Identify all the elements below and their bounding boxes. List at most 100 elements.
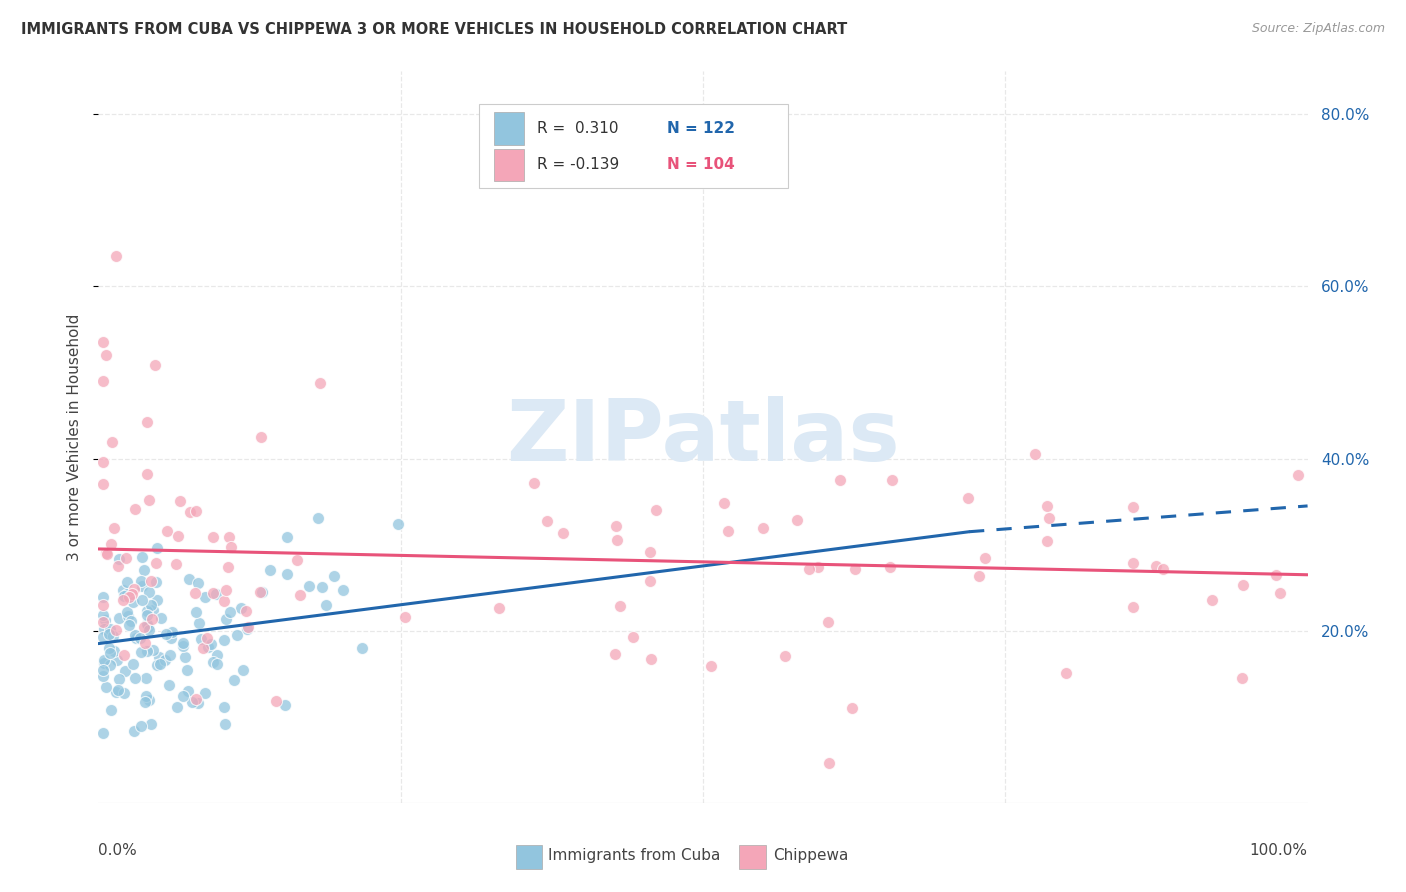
- Point: [149, 657, 172, 671]
- Point: [323, 569, 346, 583]
- Point: [124, 628, 146, 642]
- Point: [134, 620, 156, 634]
- Point: [157, 678, 180, 692]
- Point: [93, 622, 115, 636]
- Point: [135, 690, 157, 704]
- Point: [131, 592, 153, 607]
- Point: [190, 632, 212, 646]
- Point: [135, 643, 157, 657]
- Point: [131, 579, 153, 593]
- Point: [184, 605, 207, 619]
- Point: [226, 628, 249, 642]
- Point: [713, 495, 735, 509]
- Point: [142, 643, 165, 657]
- Point: [311, 580, 333, 594]
- Point: [121, 587, 143, 601]
- Point: [159, 648, 181, 663]
- Point: [125, 631, 148, 645]
- Point: [273, 698, 295, 712]
- Point: [104, 249, 127, 263]
- Point: [188, 616, 211, 631]
- Point: [122, 582, 145, 597]
- Point: [138, 693, 160, 707]
- Point: [98, 657, 121, 672]
- Point: [172, 636, 194, 650]
- Point: [100, 537, 122, 551]
- Point: [121, 657, 143, 671]
- Point: [1144, 559, 1167, 574]
- Point: [149, 611, 172, 625]
- Point: [266, 694, 288, 708]
- Text: N = 122: N = 122: [666, 121, 735, 136]
- Point: [136, 617, 159, 632]
- Point: [285, 552, 308, 566]
- Point: [132, 563, 155, 577]
- Point: [129, 719, 152, 733]
- Point: [298, 579, 321, 593]
- Point: [249, 430, 271, 444]
- Point: [197, 640, 219, 654]
- Point: [118, 590, 141, 604]
- Point: [91, 726, 114, 740]
- Point: [117, 609, 139, 624]
- Point: [212, 594, 235, 608]
- Point: [817, 756, 839, 771]
- Point: [551, 525, 574, 540]
- Point: [187, 575, 209, 590]
- Point: [138, 585, 160, 599]
- Point: [107, 683, 129, 698]
- Point: [700, 658, 723, 673]
- Point: [207, 648, 229, 663]
- FancyBboxPatch shape: [740, 846, 766, 869]
- Point: [98, 622, 121, 636]
- Point: [169, 494, 191, 508]
- FancyBboxPatch shape: [516, 846, 543, 869]
- Point: [104, 623, 127, 637]
- Point: [107, 559, 129, 574]
- Point: [644, 503, 666, 517]
- Point: [166, 529, 188, 543]
- Point: [605, 533, 627, 547]
- Point: [145, 593, 167, 607]
- Point: [194, 590, 217, 604]
- Point: [115, 575, 138, 590]
- Point: [124, 671, 146, 685]
- Point: [214, 717, 236, 731]
- Point: [177, 683, 200, 698]
- Point: [135, 467, 157, 482]
- Point: [609, 599, 631, 613]
- Point: [135, 671, 157, 685]
- Point: [844, 562, 866, 576]
- Point: [817, 615, 839, 629]
- Point: [231, 600, 253, 615]
- Point: [93, 653, 115, 667]
- Point: [112, 589, 135, 603]
- Point: [122, 595, 145, 609]
- Point: [212, 700, 235, 714]
- Text: Chippewa: Chippewa: [773, 848, 848, 863]
- Point: [96, 548, 118, 562]
- Point: [138, 493, 160, 508]
- Point: [91, 669, 114, 683]
- Point: [235, 622, 257, 636]
- Point: [215, 611, 238, 625]
- Point: [1201, 592, 1223, 607]
- Point: [394, 609, 416, 624]
- Point: [145, 658, 167, 673]
- Point: [136, 604, 159, 618]
- Point: [307, 510, 329, 524]
- Point: [215, 582, 238, 597]
- Point: [159, 631, 181, 645]
- Point: [156, 524, 179, 538]
- Point: [488, 601, 510, 615]
- Point: [91, 590, 114, 604]
- Point: [155, 627, 177, 641]
- Point: [143, 359, 166, 373]
- Text: IMMIGRANTS FROM CUBA VS CHIPPEWA 3 OR MORE VEHICLES IN HOUSEHOLD CORRELATION CHA: IMMIGRANTS FROM CUBA VS CHIPPEWA 3 OR MO…: [21, 22, 848, 37]
- Point: [1054, 665, 1077, 680]
- Point: [98, 627, 121, 641]
- Point: [841, 701, 863, 715]
- Point: [974, 550, 997, 565]
- Point: [191, 640, 214, 655]
- Point: [108, 673, 131, 687]
